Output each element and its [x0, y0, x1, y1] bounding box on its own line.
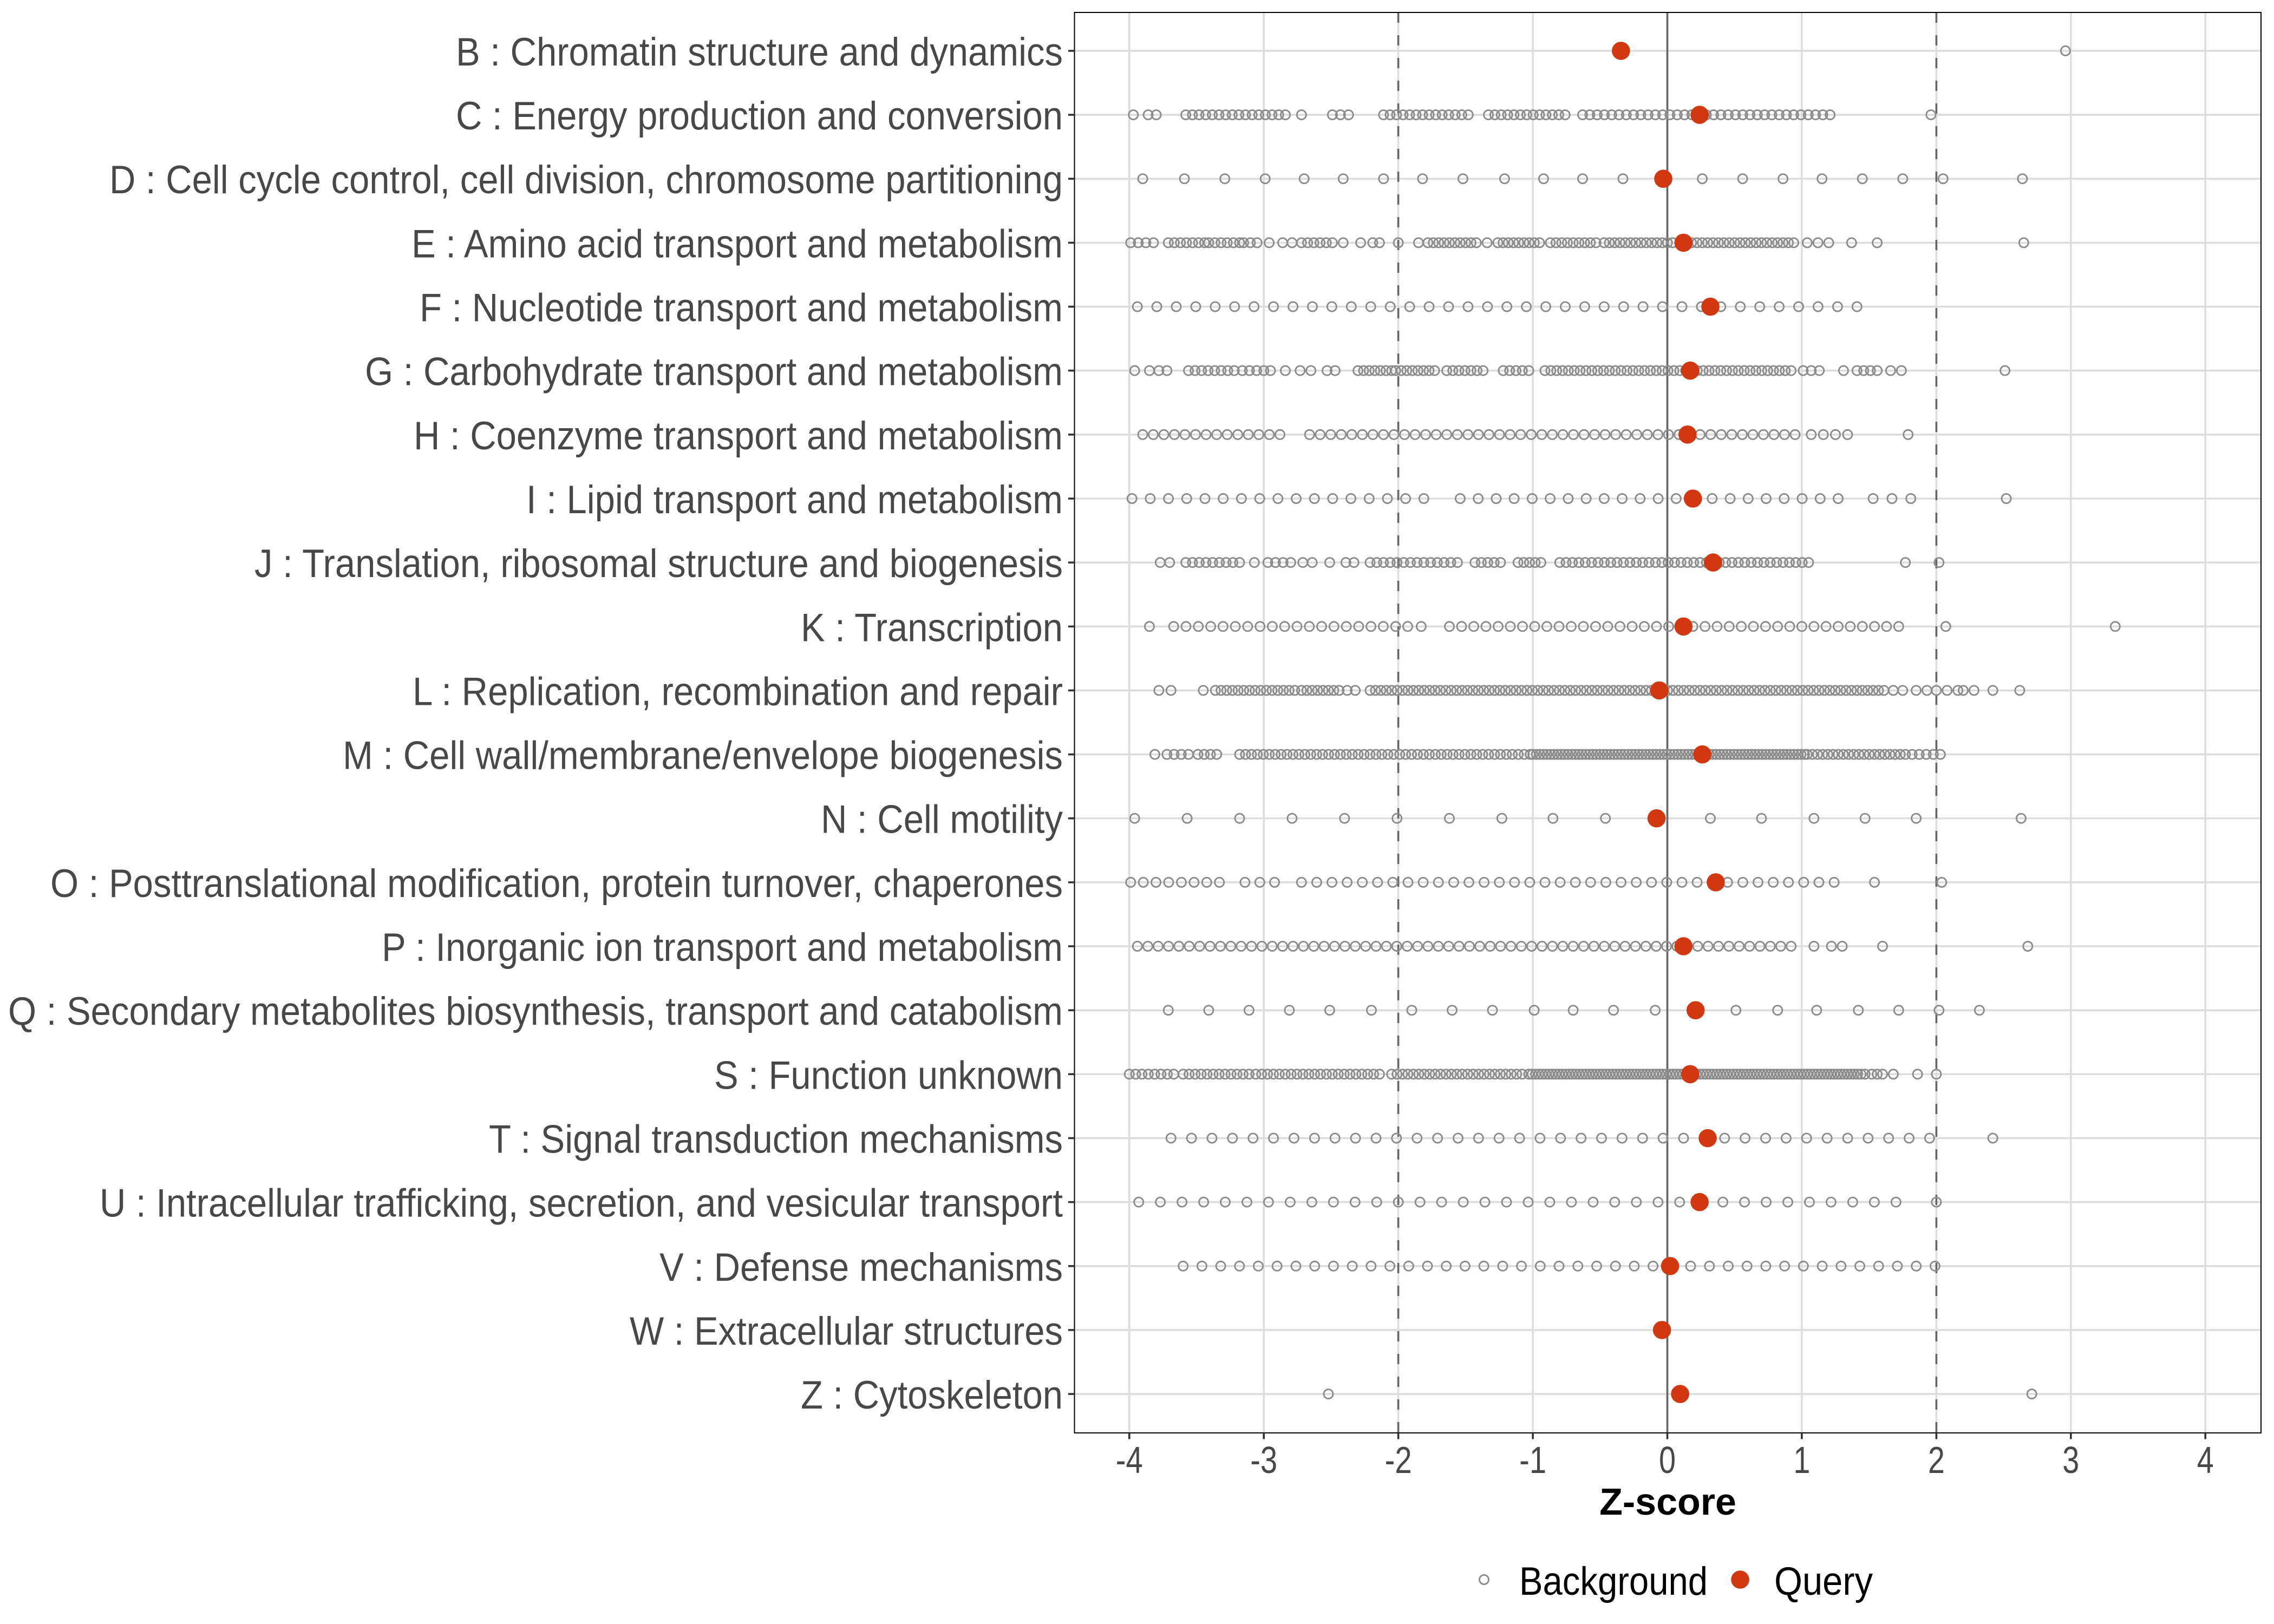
svg-text:-4: -4	[1116, 1439, 1143, 1481]
svg-text:L : Replication, recombination: L : Replication, recombination and repai…	[413, 670, 1063, 713]
svg-text:1: 1	[1793, 1439, 1810, 1481]
svg-text:3: 3	[2062, 1439, 2079, 1481]
svg-text:Background: Background	[1519, 1560, 1708, 1603]
svg-text:Query: Query	[1774, 1560, 1873, 1603]
svg-text:M : Cell wall/membrane/envelop: M : Cell wall/membrane/envelope biogenes…	[343, 734, 1063, 778]
svg-text:O : Posttranslational modifica: O : Posttranslational modification, prot…	[50, 862, 1063, 906]
svg-text:W : Extracellular structures: W : Extracellular structures	[630, 1309, 1063, 1353]
svg-text:0: 0	[1659, 1439, 1676, 1481]
svg-text:I : Lipid transport and metabo: I : Lipid transport and metabolism	[526, 478, 1063, 522]
svg-text:T : Signal transduction mechan: T : Signal transduction mechanisms	[489, 1118, 1063, 1162]
svg-text:Z-score: Z-score	[1599, 1481, 1736, 1523]
svg-text:V : Defense mechanisms: V : Defense mechanisms	[659, 1246, 1063, 1289]
svg-text:C : Energy production and conv: C : Energy production and conversion	[456, 94, 1063, 138]
svg-text:S : Function unknown: S : Function unknown	[714, 1053, 1063, 1097]
svg-text:E : Amino acid transport and m: E : Amino acid transport and metabolism	[411, 222, 1063, 266]
svg-text:4: 4	[2197, 1439, 2214, 1481]
svg-text:B : Chromatin structure and dy: B : Chromatin structure and dynamics	[456, 30, 1063, 74]
svg-text:-1: -1	[1519, 1439, 1546, 1481]
svg-text:G : Carbohydrate transport and: G : Carbohydrate transport and metabolis…	[365, 350, 1063, 394]
svg-text:2: 2	[1928, 1439, 1945, 1481]
svg-text:-2: -2	[1385, 1439, 1412, 1481]
svg-text:Z : Cytoskeleton: Z : Cytoskeleton	[801, 1373, 1063, 1417]
svg-text:N : Cell motility: N : Cell motility	[821, 798, 1063, 842]
svg-text:K : Transcription: K : Transcription	[801, 606, 1063, 650]
svg-text:-3: -3	[1250, 1439, 1277, 1481]
svg-text:U : Intracellular trafficking,: U : Intracellular trafficking, secretion…	[100, 1182, 1063, 1226]
svg-text:H : Coenzyme transport and met: H : Coenzyme transport and metabolism	[414, 414, 1063, 458]
svg-text:F : Nucleotide transport and m: F : Nucleotide transport and metabolism	[420, 286, 1063, 330]
svg-text:P : Inorganic ion transport an: P : Inorganic ion transport and metaboli…	[382, 926, 1063, 970]
svg-text:J : Translation, ribosomal str: J : Translation, ribosomal structure and…	[254, 542, 1063, 586]
svg-text:Q : Secondary metabolites bios: Q : Secondary metabolites biosynthesis, …	[8, 990, 1063, 1033]
svg-text:D : Cell cycle control, cell d: D : Cell cycle control, cell division, c…	[109, 158, 1063, 202]
